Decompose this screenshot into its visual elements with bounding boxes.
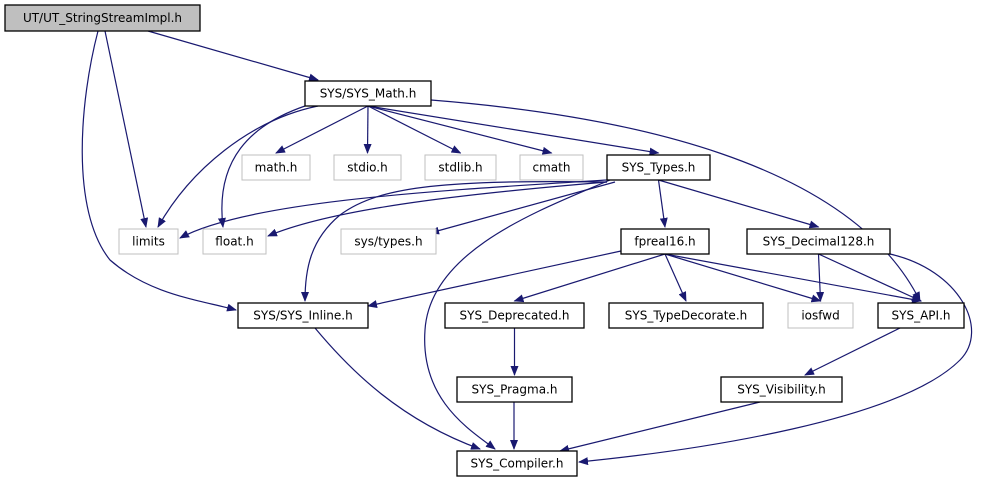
node-box (877, 302, 965, 329)
edge-math-to-mathh (275, 105, 369, 154)
node-box (456, 376, 573, 403)
node-box (304, 80, 432, 107)
node-ut[interactable]: UT/UT_StringStreamImpl.h (4, 4, 201, 32)
node-label: SYS_Decimal128.h (763, 235, 875, 249)
node-types[interactable]: SYS_Types.h (606, 154, 711, 181)
edge-math-to-types (367, 105, 660, 156)
edge-math-to-stdio (363, 105, 372, 154)
edge-math-to-cmath (367, 105, 553, 155)
node-typedec[interactable]: SYS_TypeDecorate.h (608, 302, 764, 329)
edge-fpreal16-to-inline (367, 250, 622, 308)
edge-math-to-stdlib (367, 105, 462, 154)
edge-fpreal16-to-deprecated (513, 253, 666, 303)
node-deprecated[interactable]: SYS_Deprecated.h (444, 302, 585, 329)
edge-visibility-to-compiler (559, 401, 761, 453)
node-box (519, 154, 584, 181)
node-label: SYS_Types.h (622, 161, 696, 175)
node-label: stdio.h (347, 161, 387, 175)
node-compiler[interactable]: SYS_Compiler.h (456, 450, 578, 477)
node-api[interactable]: SYS_API.h (877, 302, 965, 329)
node-box (202, 228, 267, 255)
node-box (237, 302, 369, 329)
node-label: math.h (255, 161, 298, 175)
node-label: SYS/SYS_Math.h (320, 87, 417, 101)
edge-dec128-to-api (818, 253, 922, 302)
edge-types-to-float (267, 181, 608, 237)
node-iosfwd: iosfwd (787, 302, 854, 329)
edge-ut-to-math (147, 30, 319, 82)
node-label: iosfwd (801, 309, 839, 323)
node-box (606, 154, 711, 181)
node-box (333, 154, 402, 181)
node-label: UT/UT_StringStreamImpl.h (23, 11, 182, 25)
node-box (456, 450, 578, 477)
edge-inline-to-compiler (314, 327, 481, 450)
edge-types-to-compiler (424, 179, 611, 450)
node-box (444, 302, 585, 329)
edge-math-to-api (430, 99, 921, 302)
node-stdio: stdio.h (333, 154, 402, 181)
node-systypes: sys/types.h (340, 228, 437, 255)
node-math[interactable]: SYS/SYS_Math.h (304, 80, 432, 107)
edge-math-to-float (217, 105, 306, 228)
edge-dec128-to-compiler (578, 253, 973, 466)
node-limits: limits (118, 228, 179, 255)
node-box (608, 302, 764, 329)
node-stdlib: stdlib.h (424, 154, 497, 181)
edge-types-to-limits (179, 179, 608, 239)
edge-fpreal16-to-typedec (664, 253, 687, 302)
node-pragma[interactable]: SYS_Pragma.h (456, 376, 573, 403)
node-inline[interactable]: SYS/SYS_Inline.h (237, 302, 369, 329)
node-dec128[interactable]: SYS_Decimal128.h (746, 228, 891, 255)
node-label: float.h (215, 235, 253, 249)
node-box (118, 228, 179, 255)
edge-types-to-dec128 (658, 179, 820, 229)
node-box (620, 228, 710, 255)
node-label: stdlib.h (438, 161, 482, 175)
node-box (4, 4, 201, 32)
edge-api-to-visibility (804, 327, 901, 376)
node-cmath: cmath (519, 154, 584, 181)
node-visibility[interactable]: SYS_Visibility.h (720, 376, 843, 403)
node-label: SYS_Compiler.h (471, 457, 564, 471)
node-box (746, 228, 891, 255)
edge-types-to-fpreal16 (657, 179, 668, 228)
node-label: SYS_Visibility.h (737, 383, 826, 397)
node-label: SYS_Pragma.h (472, 383, 558, 397)
node-box (787, 302, 854, 329)
node-box (241, 154, 311, 181)
edge-fpreal16-to-api (664, 253, 922, 304)
node-float: float.h (202, 228, 267, 255)
node-label: sys/types.h (354, 235, 422, 249)
edge-dec128-to-iosfwd (816, 253, 825, 302)
node-box (424, 154, 497, 181)
node-fpreal16[interactable]: fpreal16.h (620, 228, 710, 255)
edge-ut-to-limits (104, 30, 149, 228)
node-label: limits (132, 235, 165, 249)
node-label: SYS_Deprecated.h (460, 309, 570, 323)
node-label: SYS/SYS_Inline.h (253, 309, 352, 323)
node-box (720, 376, 843, 403)
edge-math-to-limits (157, 105, 319, 228)
node-label: fpreal16.h (634, 235, 695, 249)
node-label: SYS_API.h (892, 309, 951, 323)
node-mathh: math.h (241, 154, 311, 181)
edge-fpreal16-to-iosfwd (664, 253, 822, 303)
node-box (340, 228, 437, 255)
edge-types-to-inline (301, 181, 608, 302)
node-label: cmath (533, 161, 571, 175)
node-label: SYS_TypeDecorate.h (625, 309, 747, 323)
edge-ut-to-inline (81, 30, 237, 312)
